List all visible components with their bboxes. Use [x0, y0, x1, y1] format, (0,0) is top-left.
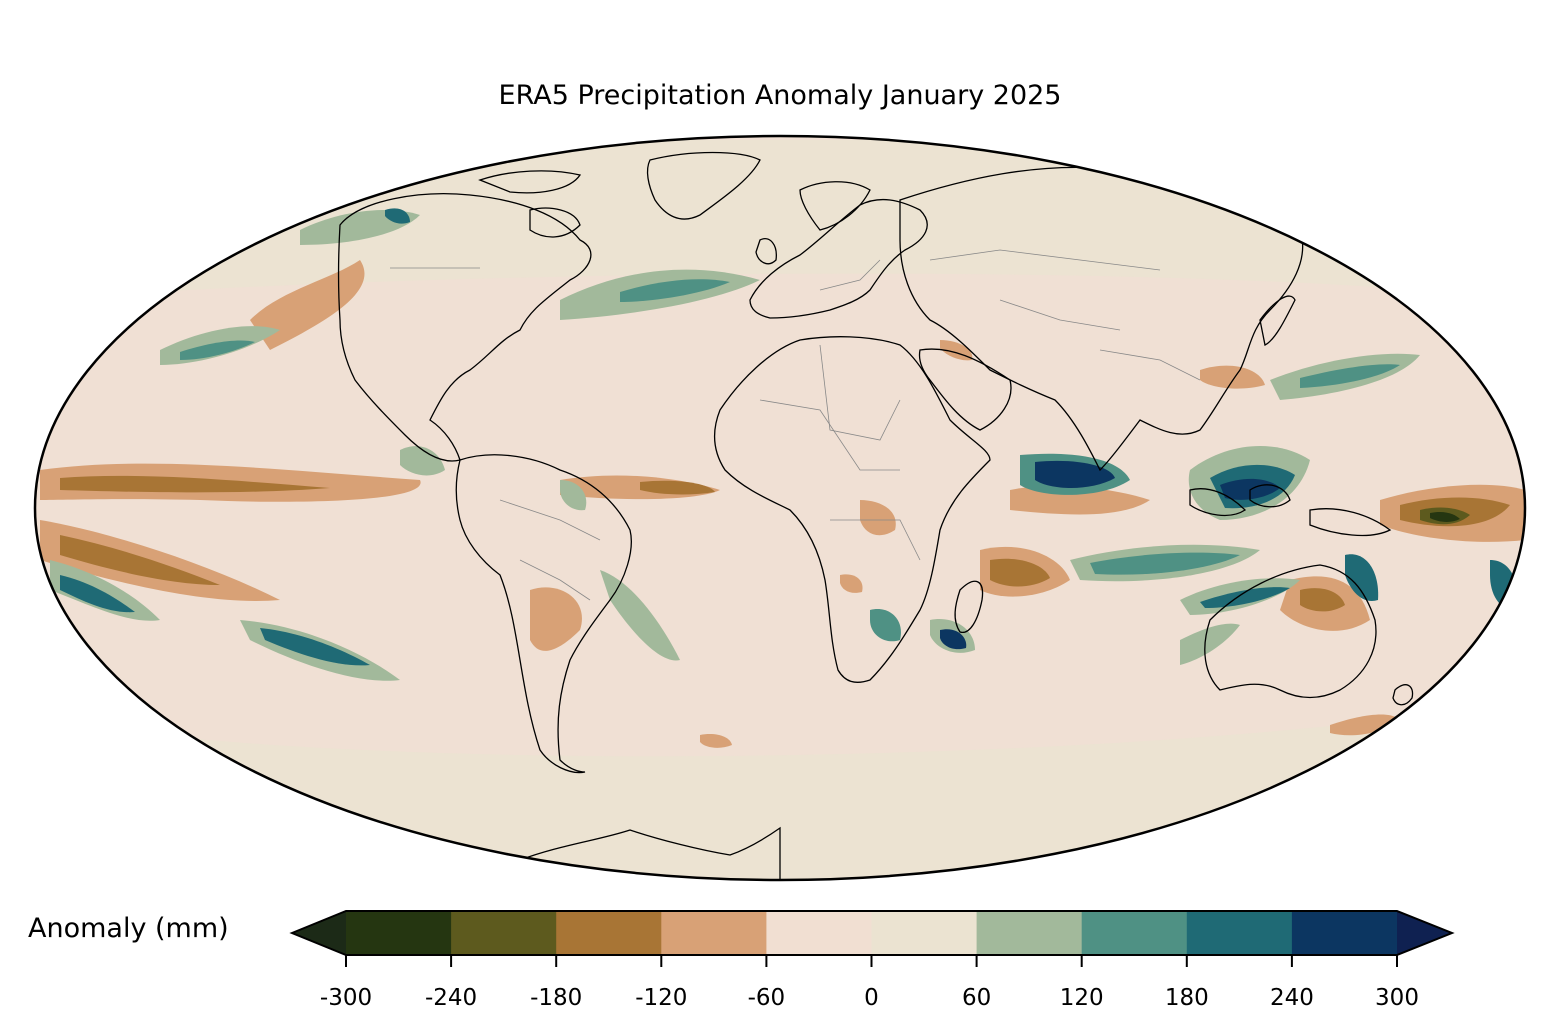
- colorbar-tick-label: 180: [1164, 985, 1209, 1011]
- globe-outline: [33, 134, 1527, 882]
- africa-coast: [713, 336, 991, 683]
- colorbar-tick-label: -300: [319, 985, 373, 1011]
- colorbar-over-arrow: [1397, 911, 1452, 955]
- colorbar-tick-label: -120: [635, 985, 688, 1011]
- europe-coast: [749, 198, 928, 319]
- colorbar-tick-label: -60: [747, 985, 786, 1011]
- colorbar-segment: [976, 911, 1083, 955]
- colorbar-segment: [1186, 911, 1293, 955]
- world-map: [33, 134, 1527, 882]
- colorbar-segment: [556, 911, 662, 955]
- colorbar-segment: [871, 911, 978, 955]
- national-borders: [390, 249, 1201, 601]
- colorbar-segment: [451, 911, 557, 955]
- colorbar-tick-label: 300: [1375, 985, 1419, 1011]
- colorbar-segment: [1291, 911, 1398, 955]
- colorbar-tick-label: -180: [530, 985, 583, 1011]
- south-america-coast: [455, 454, 632, 774]
- wet-anomalies: [50, 208, 1519, 681]
- colorbar-segment: [766, 911, 872, 955]
- colorbar-tick-label: -240: [424, 985, 478, 1011]
- colorbar-segment: [661, 911, 767, 955]
- antarctica-coast: [519, 826, 781, 880]
- colorbar-tick-label: 0: [864, 985, 879, 1011]
- australia-coast: [1204, 564, 1377, 699]
- colorbar-segment: [346, 911, 452, 955]
- colorbar-tick-label: 240: [1269, 985, 1314, 1011]
- map-title: ERA5 Precipitation Anomaly January 2025: [498, 80, 1062, 111]
- colorbar-segment: [1081, 911, 1188, 955]
- colorbar-label: Anomaly (mm): [28, 913, 229, 944]
- north-america-coast: [337, 193, 592, 462]
- dry-anomalies: [40, 260, 1525, 748]
- colorbar-tick-label: 60: [961, 985, 992, 1011]
- colorbar-tick-label: 120: [1059, 985, 1104, 1011]
- colorbar-under-arrow: [292, 911, 346, 955]
- greenland-coast: [646, 151, 761, 220]
